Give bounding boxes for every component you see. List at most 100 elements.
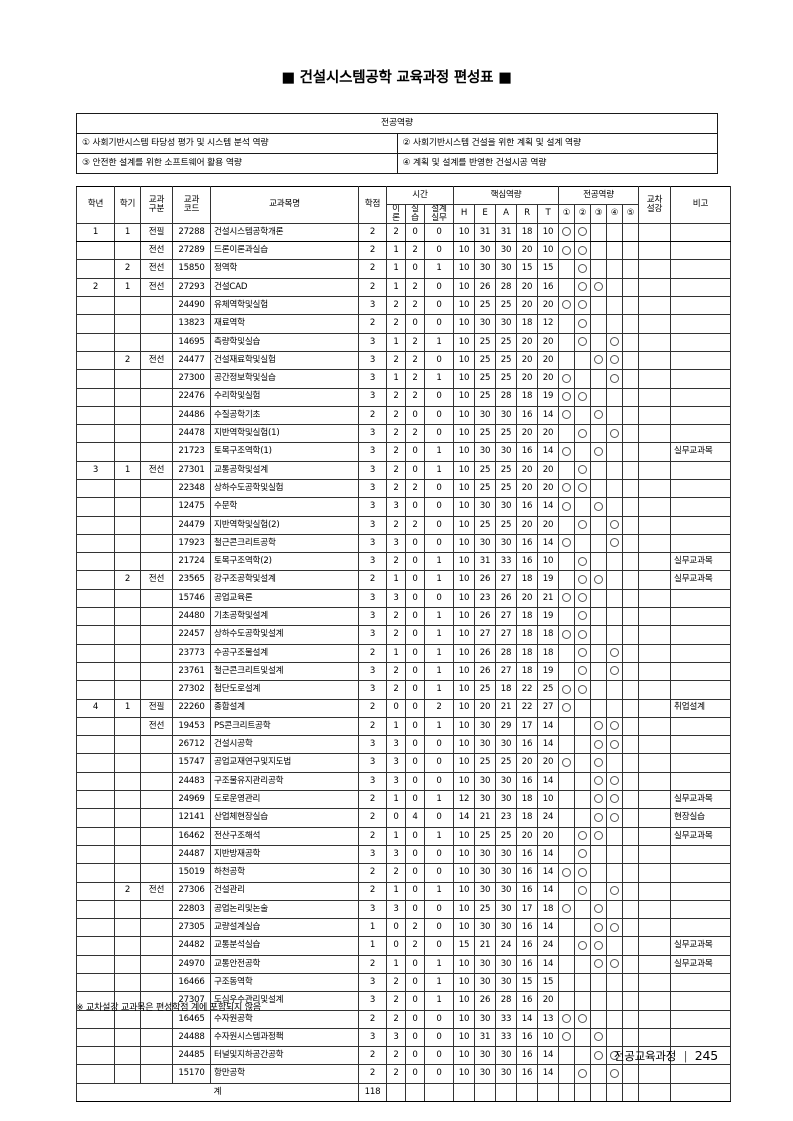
- table-row[interactable]: 24490 유체역학및실험 3 2 2 0 10 25 25 20 20: [76, 296, 731, 316]
- table-row[interactable]: 24970 교통안전공학 2 1 0 1 10 30 30 16 14 실무교과목: [76, 954, 731, 975]
- cell-core-h: 10: [453, 442, 475, 462]
- cell-remark: 취업설계: [670, 698, 731, 718]
- table-row[interactable]: 13823 재료역학 2 2 0 0 10 30 30 18 12: [76, 314, 731, 334]
- cell-category: [140, 735, 173, 755]
- cell-core-r: 20: [516, 369, 538, 389]
- cell-core-e: 25: [474, 826, 496, 846]
- table-row[interactable]: 24479 지반역학및실험(2) 3 2 2 0 10 25 25 20 20: [76, 515, 731, 535]
- cell-cross: [638, 972, 671, 993]
- table-row[interactable]: 24969 도로운영관리 2 1 0 1 12 30 30 18 10 실무교과목: [76, 790, 731, 810]
- total-blank: [495, 1082, 517, 1103]
- table-header-row-1: 학년 학기 교과 구분 교과 코드 교과목명 학점 시간 핵심역량 전공역량 교차 설…: [76, 185, 731, 224]
- table-row[interactable]: 27300 공간정보학및실습 3 1 2 1 10 25 25 20 20: [76, 369, 731, 389]
- table-row[interactable]: 17923 철근콘크리트공학 3 3 0 0 10 30 30 16 14: [76, 533, 731, 554]
- cell-credit: 3: [358, 460, 387, 480]
- table-row[interactable]: 24478 지반역학및실험(1) 3 2 2 0 10 25 25 20 20: [76, 424, 731, 444]
- table-row[interactable]: 1 1 전필 27288 건설시스템공학개론 2 2 0 0 10 31 31 18 10: [76, 222, 731, 243]
- table-row[interactable]: 24480 기초공학및설계 3 2 0 1 10 26 27 18 19: [76, 607, 731, 627]
- table-row[interactable]: 16466 구조동역학 3 2 0 1 10 30 30 15 15: [76, 972, 731, 993]
- cell-code: 24486: [172, 405, 211, 426]
- table-row[interactable]: 24486 수질공학기초 2 2 0 0 10 30 30 16 14: [76, 405, 731, 426]
- table-row[interactable]: 22476 수리학및실험 3 2 2 0 10 25 28 18 19: [76, 387, 731, 407]
- table-row[interactable]: 23773 수공구조물설계 2 1 0 1 10 26 28 18 18: [76, 643, 731, 663]
- cell-credit: 1: [358, 936, 387, 956]
- cell-core-e: 26: [474, 607, 496, 627]
- cell-core-r: 18: [516, 314, 538, 334]
- table-row[interactable]: 2 전선 15850 정역학 2 1 0 1 10 30 30 15 15: [76, 259, 731, 279]
- table-row[interactable]: 21724 토목구조역학(2) 3 2 0 1 10 31 33 16 10 실무교과목: [76, 552, 731, 572]
- cell-major-4: [606, 881, 623, 901]
- cell-major-4: [606, 1027, 623, 1048]
- table-row[interactable]: 2 전선 27306 건설관리 2 1 0 1 10 30 30 16 14: [76, 881, 731, 901]
- cell-major-5: [622, 424, 639, 444]
- table-row[interactable]: 16462 전산구조해석 2 1 0 1 10 25 25 20 20 실무교과목: [76, 826, 731, 846]
- cell-course-name: 전산구조해석: [210, 826, 359, 846]
- cell-core-h: 10: [453, 899, 475, 920]
- table-row[interactable]: 16465 수자원공학 2 2 0 0 10 30 33 14 13: [76, 1009, 731, 1029]
- cell-major-4: [606, 570, 623, 590]
- table-row[interactable]: 24483 구조물유지관리공학 3 3 0 0 10 30 30 16 14: [76, 771, 731, 792]
- cell-course-name: 측량학및실습: [210, 332, 359, 352]
- cell-practice: 0: [405, 881, 425, 901]
- cell-core-h: 10: [453, 515, 475, 535]
- table-row[interactable]: 4 1 전필 22260 종합설계 2 0 0 2 10 20 21 22 27 취업설계: [76, 698, 731, 718]
- table-row[interactable]: 24482 교통분석실습 1 0 2 0 15 21 24 16 24 실무교과목: [76, 936, 731, 956]
- table-row[interactable]: 15170 항만공학 2 2 0 0 10 30 30 16 14: [76, 1064, 731, 1084]
- cell-major-1: [558, 716, 575, 737]
- cell-major-4: [606, 314, 623, 334]
- table-row[interactable]: 21723 토목구조역학(1) 3 2 0 1 10 30 30 16 14 실무교과목: [76, 442, 731, 462]
- table-row[interactable]: 2 전선 23565 강구조공학및설계 2 1 0 1 10 26 27 18 19 실무교과목: [76, 570, 731, 590]
- cell-core-e: 25: [474, 424, 496, 444]
- table-row[interactable]: 2 전선 24477 건설재료학및실험 3 2 2 0 10 25 25 20 20: [76, 350, 731, 371]
- cell-semester: [114, 844, 141, 865]
- table-row[interactable]: 22457 상하수도공학및설계 3 2 0 1 10 27 27 18 18: [76, 625, 731, 645]
- cell-theory: 2: [386, 350, 406, 371]
- cell-cross: [638, 881, 671, 901]
- table-row[interactable]: 26712 건설시공학 3 3 0 0 10 30 30 16 14: [76, 735, 731, 755]
- cell-core-h: 10: [453, 643, 475, 663]
- cell-core-t: 14: [537, 844, 559, 865]
- table-row[interactable]: 전선 27289 드론이론과실습 2 1 2 0 10 30 30 20 10: [76, 241, 731, 261]
- table-row[interactable]: 22348 상하수도공학및실험 3 2 2 0 10 25 25 20 20: [76, 478, 731, 499]
- cell-semester: [114, 790, 141, 810]
- cell-core-a: 27: [495, 570, 517, 590]
- cell-core-h: 10: [453, 222, 475, 243]
- cell-practice: 0: [405, 844, 425, 865]
- cell-course-name: 건설CAD: [210, 277, 359, 298]
- header-semester: 학기: [114, 186, 141, 224]
- table-row[interactable]: 24487 지반방재공학 3 3 0 0 10 30 30 16 14: [76, 844, 731, 865]
- table-row[interactable]: 27307 도심우수관리및설계 3 2 0 1 10 26 28 16 20: [76, 991, 731, 1011]
- cell-theory: 3: [386, 771, 406, 792]
- table-row[interactable]: 12141 산업체현장실습 2 0 4 0 14 21 23 18 24 현장실습: [76, 808, 731, 828]
- cell-core-a: 30: [495, 241, 517, 261]
- cell-semester: [114, 863, 141, 883]
- table-row[interactable]: 2 1 전선 27293 건설CAD 2 1 2 0 10 26 28 20 16: [76, 277, 731, 298]
- cell-theory: 2: [386, 222, 406, 243]
- cell-category: [140, 442, 173, 462]
- cell-major-5: [622, 972, 639, 993]
- table-row[interactable]: 22803 공업논리및논술 3 3 0 0 10 25 30 17 18: [76, 899, 731, 920]
- table-row[interactable]: 15747 공업교재연구및지도법 3 3 0 0 10 25 25 20 20: [76, 753, 731, 773]
- table-row[interactable]: 전선 19453 PS콘크리트공학 2 1 0 1 10 30 29 17 14: [76, 716, 731, 737]
- cell-major-3: [590, 222, 607, 243]
- cell-theory: 2: [386, 661, 406, 682]
- table-row[interactable]: 27305 교량설계실습 1 0 2 0 10 30 30 16 14: [76, 918, 731, 938]
- cell-code: 22457: [172, 625, 211, 645]
- cell-semester: [114, 918, 141, 938]
- circle-marker: [594, 410, 603, 420]
- table-row[interactable]: 12475 수문학 3 3 0 0 10 30 30 16 14: [76, 497, 731, 517]
- cell-major-1: [558, 424, 575, 444]
- table-row[interactable]: 24488 수자원시스템과정쵁 3 3 0 0 10 31 33 16 10: [76, 1027, 731, 1048]
- cell-core-r: 18: [516, 607, 538, 627]
- table-row[interactable]: 3 1 전선 27301 교통공학및설계 3 2 0 1 10 25 25 20 20: [76, 460, 731, 480]
- table-row[interactable]: 15746 공업교육론 3 3 0 0 10 23 26 20 21: [76, 588, 731, 609]
- circle-marker: [562, 629, 571, 639]
- table-row[interactable]: 15019 하천공학 2 2 0 0 10 30 30 16 14: [76, 863, 731, 883]
- cell-credit: 2: [358, 1046, 387, 1066]
- cell-course-name: 도로운영관리: [210, 790, 359, 810]
- table-row[interactable]: 23761 철근콘크리트및설계 3 2 0 1 10 26 27 18 19: [76, 661, 731, 682]
- table-row[interactable]: 24485 터널및지하공간공학 2 2 0 0 10 30 30 16 14: [76, 1046, 731, 1066]
- table-row[interactable]: 27302 첨단도로설계 3 2 0 1 10 25 18 22 25: [76, 680, 731, 700]
- cell-practice: 2: [405, 515, 425, 535]
- table-row[interactable]: 14695 측량학및실습 3 1 2 1 10 25 25 20 20: [76, 332, 731, 352]
